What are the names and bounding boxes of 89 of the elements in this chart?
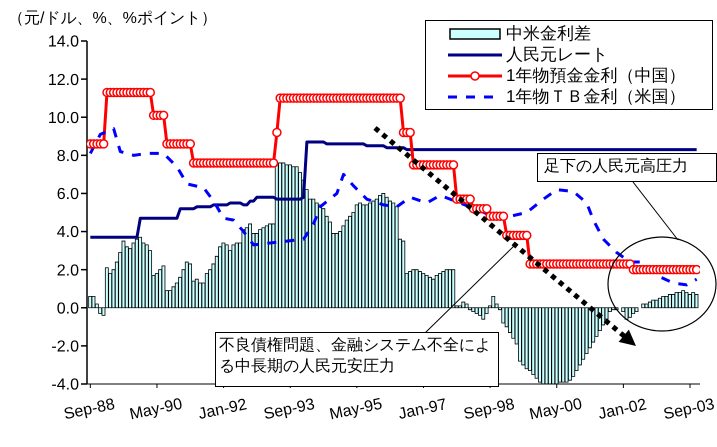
bar (262, 227, 266, 308)
bar (528, 307, 532, 372)
bar (278, 162, 282, 308)
bar (411, 269, 416, 308)
bar (138, 236, 142, 308)
y-tick-label: 12.0 (48, 72, 80, 89)
bar (232, 244, 236, 308)
x-tick-label: Jan-02 (596, 396, 648, 423)
y-tick-label: -2.0 (51, 338, 80, 356)
legend-label: 1年物預金金利（中国） (506, 65, 686, 87)
bar (218, 246, 222, 308)
bar (188, 264, 192, 308)
bar (434, 274, 439, 308)
line-series (88, 140, 698, 239)
x-tick-label: Sep-88 (62, 396, 116, 424)
legend-label: 人民元レート (506, 44, 608, 66)
bar (158, 269, 162, 308)
y-axis-title: （元/ドル、%、%ポイント） (8, 9, 217, 29)
bar (664, 296, 668, 308)
bar (644, 304, 648, 308)
bar (568, 307, 572, 381)
bar (321, 208, 326, 308)
bar (381, 193, 386, 308)
bar (122, 240, 126, 308)
bar (222, 242, 226, 308)
bar (688, 294, 692, 308)
bar (444, 269, 449, 308)
bar (132, 242, 136, 308)
bar (391, 202, 396, 308)
x-tick-label: May-95 (328, 396, 384, 424)
bar (424, 274, 429, 308)
y-tick-label: 10.0 (48, 110, 80, 127)
bar (258, 229, 262, 308)
bar (92, 296, 96, 308)
legend-label: 1年物ＴＢ金利（米国） (506, 86, 686, 108)
bar (438, 273, 442, 308)
bar (248, 224, 252, 308)
x-tick-label: May-90 (128, 396, 184, 424)
bar (634, 307, 638, 312)
bar (534, 307, 538, 379)
bar (378, 194, 382, 308)
bar (654, 300, 658, 308)
bar (401, 240, 406, 308)
bar (668, 294, 672, 308)
bar (678, 292, 682, 308)
bar (348, 216, 352, 308)
y-tick-label: 8.0 (56, 148, 80, 166)
y-tick-label: -4.0 (51, 376, 80, 394)
bar (684, 292, 688, 308)
y-tick-label: 6.0 (56, 186, 80, 204)
bar (281, 162, 286, 308)
annotation: 不良債権問題、金融システム不全による中長期の人民元安圧力 (215, 332, 499, 387)
legend-label: 中米金利差 (506, 23, 591, 45)
bar (628, 307, 632, 318)
bar (198, 282, 202, 308)
bar (172, 286, 176, 308)
bar (408, 271, 412, 308)
x-tick-label: Jan-97 (396, 396, 448, 423)
bar (478, 307, 482, 316)
bar (318, 204, 322, 308)
bar (361, 204, 366, 308)
bar (371, 200, 376, 308)
y-tick-label: 4.0 (56, 224, 80, 242)
annotation: 足下の人民元高圧力 (537, 153, 717, 182)
bar (428, 276, 432, 308)
bar (464, 304, 469, 308)
bar (388, 200, 392, 308)
bar (168, 290, 172, 308)
y-tick-label: 0.0 (56, 300, 80, 318)
line-series (88, 127, 698, 286)
bar (518, 307, 522, 362)
bar (674, 292, 678, 308)
bar (418, 271, 422, 308)
bar (694, 294, 698, 308)
bar (448, 269, 452, 308)
x-tick-label: Sep-93 (262, 396, 316, 424)
bar (162, 265, 166, 308)
x-tick-label: Sep-03 (662, 396, 716, 424)
bar (658, 298, 662, 308)
x-tick-label: May-00 (528, 396, 584, 424)
bar (648, 302, 652, 308)
x-tick-label: Jan-92 (196, 396, 248, 423)
x-tick-label: Sep-98 (462, 396, 516, 424)
y-tick-label: 14.0 (48, 34, 80, 51)
bar (368, 202, 372, 308)
bar (474, 307, 479, 314)
bar (358, 202, 362, 308)
y-tick-label: 2.0 (56, 262, 80, 280)
bar (524, 307, 528, 370)
